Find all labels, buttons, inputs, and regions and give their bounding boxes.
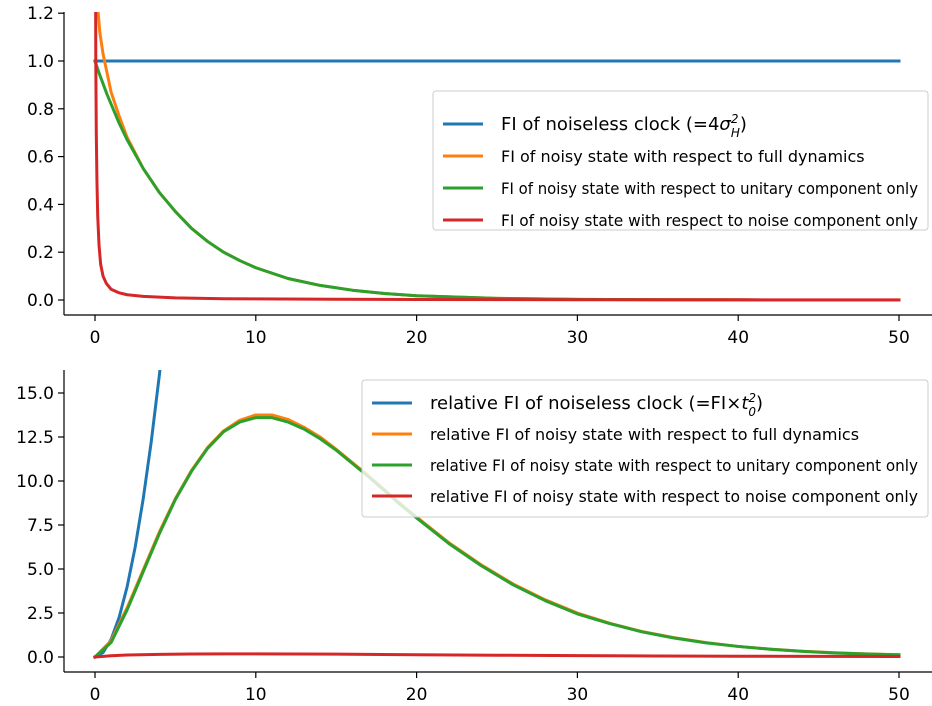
legend-label-3: FI of noisy state with respect to unitar… [501,179,918,198]
x-tick-label: 0 [90,685,101,705]
y-tick-label: 5.0 [27,560,54,580]
y-tick-label: 0.0 [27,291,54,311]
x-tick-label: 0 [90,328,101,348]
x-tick-label: 20 [406,328,428,348]
y-tick-label: 10.0 [16,472,54,492]
x-tick-label: 30 [567,328,589,348]
legend: FI of noiseless clock (=4σ2 H)FI of noisy… [433,91,928,230]
legend-label-3: relative FI of noisy state with respect … [430,456,918,475]
y-tick-label: 15.0 [16,384,54,404]
x-tick-label: 50 [888,685,910,705]
y-tick-label: 1.2 [27,4,54,24]
x-tick-label: 30 [567,685,589,705]
y-tick-label: 0.2 [27,243,54,263]
y-tick-label: 0.4 [27,195,54,215]
chart-panel-2: 0 10 20 30 40 50 0.0 2.5 5.0 7.5 10.0 12.5 15.0 relat… [16,361,932,705]
y-tick-label: 1.0 [27,52,54,72]
series-line-1 [95,361,161,657]
x-tick-label: 10 [245,328,267,348]
x-tick-label: 40 [727,328,749,348]
legend: relative FI of noiseless clock (=FI×t2 0)… [362,380,928,517]
y-tick-label: 12.5 [16,428,54,448]
x-tick-label: 10 [245,685,267,705]
y-tick-label: 2.5 [27,604,54,624]
x-tick-label: 40 [727,685,749,705]
legend-label-4: FI of noisy state with respect to noise … [501,211,918,230]
x-tick-label: 50 [888,328,910,348]
legend-label-2: FI of noisy state with respect to full d… [501,147,865,166]
chart-panel-1: 0 10 20 30 40 50 0.0 0.2 0.4 0.6 0.8 1.0 1.2 FI of no… [27,0,932,348]
legend-label-4: relative FI of noisy state with respect … [430,487,918,506]
y-tick-label: 0.8 [27,100,54,120]
series-line-4 [95,654,899,657]
legend-label-2: relative FI of noisy state with respect … [430,425,859,444]
y-tick-label: 7.5 [27,516,54,536]
y-tick-label: 0.6 [27,148,54,168]
x-tick-label: 20 [406,685,428,705]
y-tick-label: 0.0 [27,648,54,668]
